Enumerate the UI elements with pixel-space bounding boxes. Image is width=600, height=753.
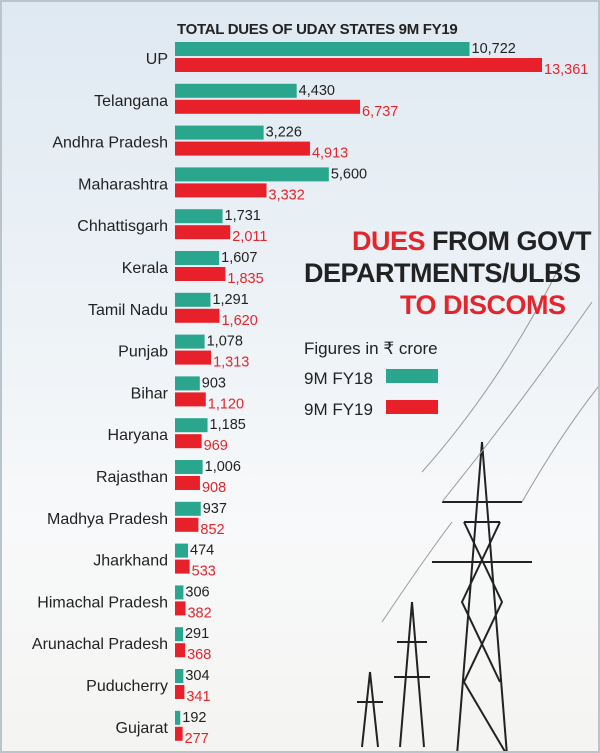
headline-dues: DUES [352, 226, 425, 256]
bar-fy19 [175, 392, 206, 407]
data-label-fy19: 533 [192, 564, 216, 580]
bar-fy18 [175, 669, 184, 683]
bar-fy19 [175, 141, 310, 156]
data-label-fy19: 1,835 [227, 271, 263, 287]
bar-fy18 [175, 334, 205, 349]
bar-fy18 [175, 418, 208, 433]
legend-swatch-fy19 [386, 400, 438, 414]
category-label: Madhya Pradesh [47, 511, 168, 528]
data-label-fy19: 2,011 [232, 229, 267, 245]
category-label: Arunachal Pradesh [32, 636, 168, 653]
bar-fy19 [175, 183, 267, 198]
headline-from-govt: FROM GOVT [425, 226, 592, 256]
category-label: Maharashtra [78, 176, 168, 193]
data-label-fy18: 3,226 [266, 125, 302, 141]
bar-fy18 [175, 167, 329, 182]
category-label: Puducherry [86, 678, 168, 695]
data-label-fy19: 6,737 [362, 104, 398, 120]
category-label: Himachal Pradesh [37, 594, 168, 611]
data-label-fy18: 1,731 [225, 208, 261, 224]
data-label-fy18: 5,600 [331, 166, 367, 182]
data-label-fy19: 1,120 [208, 396, 244, 412]
bar-fy18 [175, 292, 211, 307]
unit-note: Figures in ₹ crore [304, 339, 438, 358]
data-label-fy19: 969 [204, 438, 228, 454]
category-label: Jharkhand [93, 553, 168, 570]
bar-fy19 [175, 517, 199, 532]
bar-fy18 [175, 376, 200, 391]
category-label: Punjab [118, 344, 168, 361]
headline-line1: DUES FROM GOVT [352, 226, 592, 256]
data-label-fy18: 1,607 [221, 250, 257, 266]
data-label-fy19: 4,913 [312, 146, 348, 162]
data-label-fy18: 306 [185, 584, 209, 600]
bar-fy18 [175, 710, 181, 725]
bar-fy19 [175, 99, 361, 114]
bar-fy18 [175, 460, 203, 474]
bar-fy18 [175, 42, 470, 56]
data-label-fy18: 1,291 [212, 292, 248, 308]
bar-fy18 [175, 209, 223, 224]
bar-fy19 [175, 308, 220, 323]
data-label-fy19: 13,361 [544, 62, 588, 78]
bar-fy18 [175, 543, 189, 558]
headline-line2: DEPARTMENTS/ULBS [304, 258, 581, 288]
bar-fy19 [175, 559, 190, 574]
bar-fy19 [175, 350, 212, 365]
data-label-fy18: 474 [190, 543, 214, 559]
data-label-fy18: 1,078 [207, 334, 243, 350]
data-label-fy19: 1,313 [213, 355, 249, 371]
bar-fy18 [175, 501, 201, 516]
category-label: Haryana [108, 427, 169, 444]
legend-swatch-fy18 [386, 369, 438, 383]
category-label: Chhattisgarh [77, 218, 168, 235]
chart-title: TOTAL DUES OF UDAY STATES 9M FY19 [177, 21, 457, 38]
data-label-fy19: 3,332 [269, 187, 305, 203]
data-label-fy18: 291 [185, 626, 209, 642]
category-label: Rajasthan [96, 469, 168, 486]
bar-fy19 [175, 601, 186, 616]
category-label: Gujarat [116, 720, 169, 737]
data-label-fy18: 1,006 [205, 459, 241, 475]
bar-fy19 [175, 476, 200, 490]
data-label-fy19: 368 [187, 647, 211, 663]
data-label-fy19: 1,620 [221, 313, 257, 329]
bar-fy19 [175, 434, 202, 449]
data-label-fy18: 192 [182, 710, 206, 726]
bar-fy19 [175, 643, 186, 658]
bar-fy19 [175, 225, 231, 240]
bar-fy18 [175, 83, 297, 98]
data-label-fy19: 852 [200, 522, 224, 538]
bar-fy19 [175, 726, 183, 741]
bar-fy18 [175, 251, 220, 265]
legend-label-fy18: 9M FY18 [304, 369, 373, 388]
category-label: Tamil Nadu [88, 302, 168, 319]
bar-fy18 [175, 627, 183, 642]
bar-fy18 [175, 125, 264, 140]
category-label: Andhra Pradesh [52, 135, 168, 152]
bar-fy18 [175, 585, 184, 600]
data-label-fy18: 10,722 [472, 41, 516, 57]
bar-fy19 [175, 58, 542, 72]
power-pylon-illustration [357, 261, 598, 751]
data-label-fy18: 4,430 [299, 83, 335, 99]
data-label-fy18: 937 [203, 501, 227, 517]
category-label: Kerala [122, 260, 168, 277]
category-label: Bihar [131, 385, 169, 402]
data-label-fy19: 382 [187, 605, 211, 621]
category-label: UP [146, 51, 168, 68]
data-label-fy19: 277 [185, 731, 209, 747]
bar-fy19 [175, 267, 226, 281]
data-label-fy18: 903 [202, 375, 226, 391]
data-label-fy19: 341 [186, 689, 210, 705]
data-label-fy18: 1,185 [210, 417, 246, 433]
data-label-fy18: 304 [185, 668, 209, 684]
data-label-fy19: 908 [202, 480, 226, 496]
category-label: Telangana [94, 93, 168, 110]
legend-label-fy19: 9M FY19 [304, 400, 373, 419]
headline-line3: TO DISCOMS [400, 290, 566, 320]
bar-fy19 [175, 685, 185, 699]
